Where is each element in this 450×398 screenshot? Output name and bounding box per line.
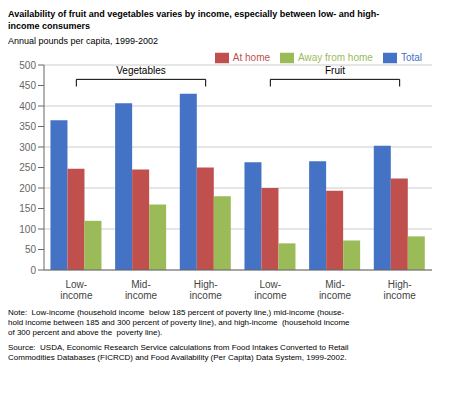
html-text:Total: Total [400,51,422,63]
svg-text:150: 150 [19,203,36,214]
svg-text:350: 350 [19,121,36,132]
svg-text:Mid-income: Mid-income [125,279,158,301]
html-text:income consumers: income consumers [8,21,90,31]
html-text:Source: USDA, Economic Researc: Source: USDA, Economic Research Service … [8,343,349,352]
html-text:of 300 percent and above the p: of 300 percent and above the poverty lin… [8,328,163,337]
svg-text:0: 0 [30,265,36,276]
svg-text:Vegetables: Vegetables [116,65,166,76]
svg-text:450: 450 [19,80,36,91]
svg-text:Low-income: Low-income [254,279,287,301]
html-text:Away from home: Away from home [298,51,373,63]
svg-text:Mid-income: Mid-income [319,279,352,301]
svg-text:400: 400 [19,101,36,112]
svg-text:100: 100 [19,224,36,235]
svg-text:50: 50 [25,244,37,255]
svg-text:Fruit: Fruit [325,65,345,76]
svg-text:High-income: High-income [190,279,223,301]
svg-text:High-income: High-income [384,279,417,301]
html-text:Annual pounds per capita, 1999: Annual pounds per capita, 1999-2002 [8,36,159,46]
svg-text:Low-income: Low-income [60,279,93,301]
html-text:Note: Low-income (household in: Note: Low-income (household income below… [8,308,345,317]
svg-text:500: 500 [19,60,36,71]
svg-text:250: 250 [19,162,36,173]
svg-text:200: 200 [19,183,36,194]
html-text:Commodities Databases (FICRCD): Commodities Databases (FICRCD) and Food … [8,353,347,362]
svg-text:300: 300 [19,142,36,153]
html-text:hold income between 185 and 30: hold income between 185 and 300 percent … [8,318,350,327]
html-text:Availability of fruit and vege: Availability of fruit and vegetables var… [8,9,380,19]
html-text:At home: At home [232,51,270,63]
